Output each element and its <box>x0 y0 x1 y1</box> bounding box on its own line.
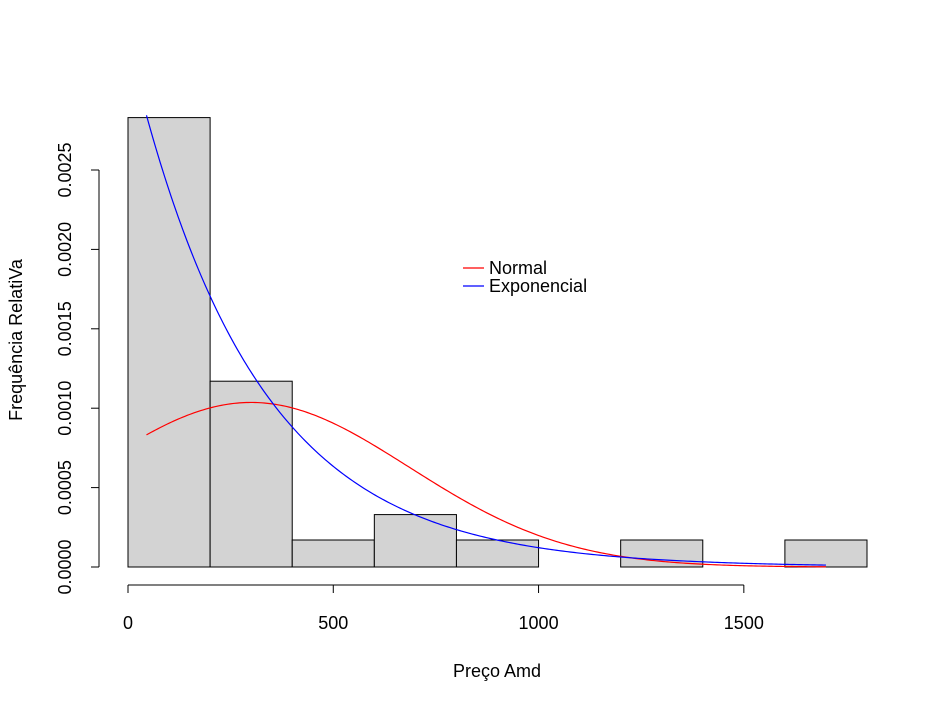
y-tick-label-4: 0.0020 <box>55 222 75 277</box>
x-tick-label-3: 1500 <box>724 613 764 633</box>
y-axis: 0.0000 0.0005 0.0010 0.0015 0.0020 0.0025 <box>55 142 100 595</box>
y-tick-label-5: 0.0025 <box>55 142 75 197</box>
density-curves <box>145 115 826 568</box>
legend-exponencial-label: Exponencial <box>489 276 587 296</box>
y-tick-label-2: 0.0010 <box>55 381 75 436</box>
y-axis-label: Frequência RelatiVa <box>6 258 26 421</box>
histogram-bar-6 <box>620 539 704 568</box>
histogram-bar-2 <box>291 539 375 568</box>
x-axis: 0 500 1000 1500 <box>123 584 764 633</box>
y-tick-label-0: 0.0000 <box>55 539 75 594</box>
x-tick-label-1: 500 <box>318 613 348 633</box>
histogram-bar-3 <box>373 514 457 568</box>
normal-curve <box>146 401 826 568</box>
histogram-bar-0 <box>127 117 211 568</box>
legend: Normal Exponencial <box>463 258 587 296</box>
histogram-bars <box>127 117 868 568</box>
histogram-bar-4 <box>455 539 540 568</box>
y-tick-label-1: 0.0005 <box>55 460 75 515</box>
x-axis-label: Preço Amd <box>453 661 541 681</box>
x-tick-label-0: 0 <box>123 613 133 633</box>
legend-normal-label: Normal <box>489 258 547 278</box>
x-tick-label-2: 1000 <box>519 613 559 633</box>
histogram-bar-8 <box>784 539 868 568</box>
histogram-bar-1 <box>209 380 293 568</box>
y-tick-label-3: 0.0015 <box>55 301 75 356</box>
exponencial-curve <box>145 115 826 566</box>
